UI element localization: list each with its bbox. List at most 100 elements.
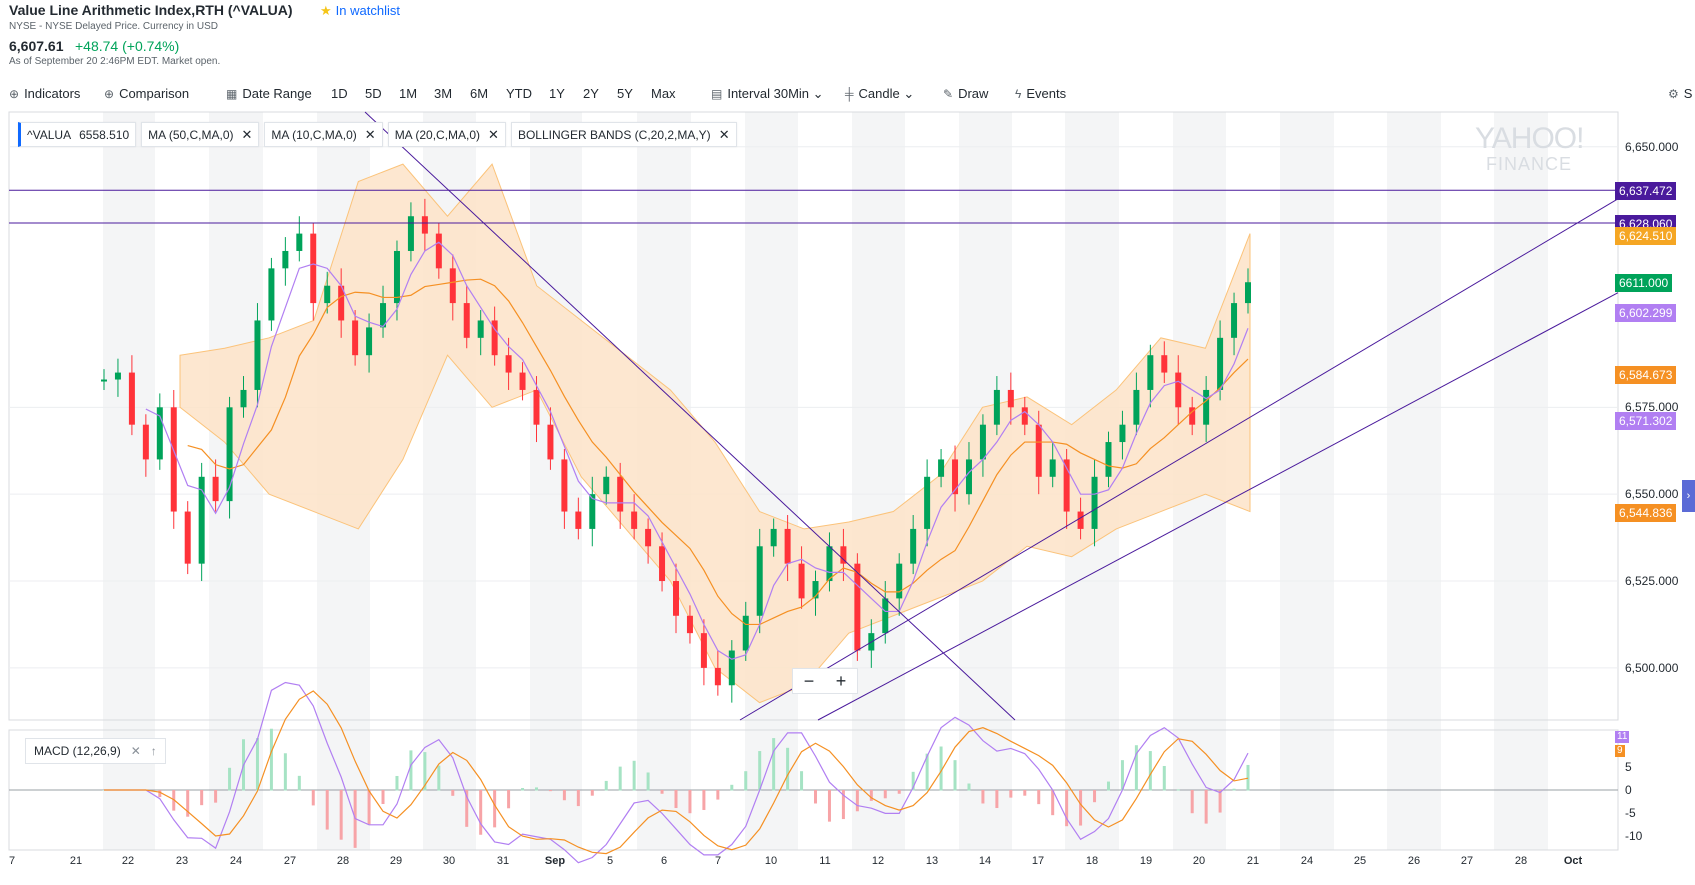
- x-axis-label: 29: [389, 855, 403, 867]
- range-3m[interactable]: 3M: [434, 86, 453, 101]
- candle-body: [952, 459, 959, 495]
- macd-histogram-bar: [827, 790, 831, 822]
- draw-button[interactable]: ✎ Draw: [943, 86, 988, 101]
- candle-body: [491, 320, 498, 356]
- price-axis-label: 6,650.000: [1625, 139, 1679, 154]
- chart-type-dropdown[interactable]: ╪ Candle ⌄: [845, 86, 914, 102]
- candle-body: [756, 546, 763, 616]
- macd-histogram-bar: [618, 766, 622, 791]
- expand-panel-button[interactable]: ›: [1682, 480, 1695, 512]
- zoom-out-button[interactable]: −: [803, 670, 815, 691]
- candle-body: [1245, 282, 1251, 304]
- macd-histogram-bar: [855, 790, 859, 812]
- indicators-button[interactable]: ⊕ Indicators: [9, 86, 80, 101]
- date-range-button[interactable]: ▦ Date Range: [226, 86, 312, 101]
- day-band: [317, 112, 370, 850]
- x-axis-label: 21: [69, 855, 83, 867]
- candle-body: [1231, 303, 1238, 338]
- candle-body: [128, 372, 135, 425]
- macd-histogram-bar: [297, 775, 301, 791]
- bollinger-chip[interactable]: BOLLINGER BANDS (C,20,2,MA,Y) ✕: [510, 122, 737, 147]
- candle-body: [268, 268, 275, 321]
- macd-histogram-bar: [646, 772, 650, 791]
- macd-histogram-bar: [772, 738, 776, 791]
- range-5y[interactable]: 5Y: [617, 86, 633, 101]
- date-range-label: Date Range: [242, 86, 312, 101]
- macd-histogram-bar: [130, 790, 134, 791]
- range-2y[interactable]: 2Y: [583, 86, 599, 101]
- candle-body: [198, 476, 205, 564]
- price-tag: 6,571.302: [1615, 412, 1677, 431]
- macd-histogram-bar: [1246, 764, 1250, 791]
- x-axis-label: 26: [1407, 855, 1421, 867]
- day-band: [1494, 112, 1548, 850]
- range-ytd[interactable]: YTD: [506, 86, 532, 101]
- macd-label: MACD (12,26,9): [34, 744, 121, 758]
- candle-body: [1007, 389, 1014, 408]
- x-axis-label: 28: [1514, 855, 1528, 867]
- candle-body: [477, 320, 484, 338]
- close-icon[interactable]: ✕: [241, 126, 253, 142]
- macd-histogram-bar: [116, 790, 120, 791]
- close-icon[interactable]: ✕: [488, 126, 499, 142]
- macd-histogram-bar: [897, 790, 901, 794]
- macd-chip[interactable]: MACD (12,26,9) ✕ ↑: [25, 738, 166, 764]
- candle-body: [254, 320, 261, 390]
- watchlist-button[interactable]: ★ In watchlist: [320, 3, 400, 19]
- price-tag: 6,602.299: [1615, 304, 1677, 323]
- macd-histogram-bar: [1190, 790, 1194, 814]
- range-1m[interactable]: 1M: [399, 86, 418, 101]
- zoom-in-button[interactable]: +: [835, 670, 847, 691]
- macd-histogram-bar: [632, 760, 636, 791]
- range-6m[interactable]: 6M: [470, 86, 489, 101]
- interval-icon: ▤: [711, 87, 723, 101]
- ma50-chip[interactable]: MA (50,C,MA,0) ✕: [141, 122, 260, 147]
- x-axis-label: 7: [714, 855, 722, 867]
- macd-histogram-bar: [200, 790, 204, 806]
- range-5d[interactable]: 5D: [365, 86, 382, 101]
- ticker-chip[interactable]: ^VALUA 6558.510: [18, 122, 137, 147]
- exchange-info: NYSE - NYSE Delayed Price. Currency in U…: [9, 21, 218, 32]
- price-axis-label: 6,575.000: [1625, 400, 1679, 415]
- candle-body: [910, 528, 917, 564]
- macd-histogram-bar: [186, 790, 190, 817]
- macd-histogram-bar: [144, 790, 148, 791]
- candle-body: [854, 563, 861, 651]
- ma10-chip[interactable]: MA (10,C,MA,0) ✕: [264, 122, 383, 147]
- comparison-button[interactable]: ⊕ Comparison: [104, 86, 189, 101]
- macd-histogram-bar: [1148, 751, 1152, 791]
- uptrend-line: [739, 198, 1619, 721]
- price-panel-frame: [8, 111, 1619, 721]
- interval-dropdown[interactable]: ▤ Interval 30Min ⌄: [711, 86, 824, 102]
- close-icon[interactable]: ✕: [364, 126, 376, 142]
- candle-body: [366, 327, 373, 356]
- events-button[interactable]: ϟ Events: [1015, 86, 1066, 101]
- close-icon[interactable]: ✕: [130, 744, 141, 758]
- candle-body: [212, 476, 219, 502]
- ma20-chip[interactable]: MA (20,C,MA,0) ✕: [387, 122, 506, 147]
- candle-body: [673, 581, 679, 616]
- x-axis-label: 20: [1192, 855, 1206, 867]
- x-axis-label: 21: [1246, 855, 1260, 867]
- candle-body: [338, 285, 345, 321]
- candle-body: [463, 303, 470, 338]
- macd-histogram-bar: [451, 790, 455, 796]
- events-label: Events: [1026, 86, 1067, 101]
- range-1d[interactable]: 1D: [331, 86, 348, 101]
- macd-histogram-bar: [172, 790, 176, 811]
- price-tag: 6,544.836: [1615, 504, 1677, 523]
- candle-body: [882, 598, 889, 634]
- candle-icon: ╪: [845, 87, 854, 101]
- range-max[interactable]: Max: [651, 86, 676, 101]
- candle-body: [1119, 424, 1126, 443]
- close-icon[interactable]: ✕: [718, 126, 730, 142]
- settings-button[interactable]: ⚙ S: [1668, 86, 1692, 101]
- range-1y[interactable]: 1Y: [549, 86, 565, 101]
- macd-histogram-bar: [1120, 760, 1124, 791]
- chart-legend: ^VALUA 6558.510 MA (50,C,MA,0) ✕ MA (10,C,…: [18, 122, 737, 147]
- candle-body: [659, 546, 666, 582]
- arrow-up-icon[interactable]: ↑: [150, 744, 157, 758]
- x-axis-label: 18: [1085, 855, 1099, 867]
- macd-histogram-bar: [1204, 790, 1208, 824]
- macd-histogram-bar: [409, 750, 413, 791]
